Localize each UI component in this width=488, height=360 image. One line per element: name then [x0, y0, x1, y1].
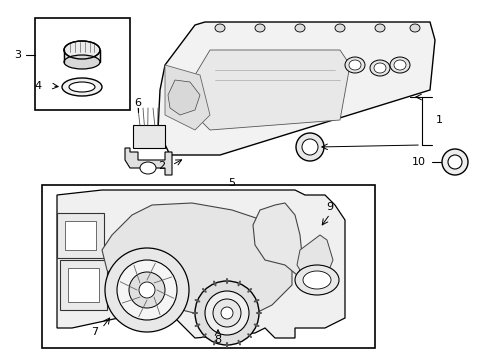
Ellipse shape	[105, 248, 189, 332]
Polygon shape	[60, 260, 107, 310]
Ellipse shape	[129, 272, 164, 308]
Ellipse shape	[69, 82, 95, 92]
Ellipse shape	[140, 162, 156, 174]
Bar	[35, 18, 130, 110]
Ellipse shape	[294, 24, 305, 32]
Polygon shape	[64, 50, 100, 62]
Polygon shape	[57, 213, 104, 258]
Ellipse shape	[204, 291, 248, 335]
Ellipse shape	[64, 41, 100, 59]
Ellipse shape	[334, 24, 345, 32]
Ellipse shape	[117, 260, 177, 320]
Polygon shape	[57, 190, 345, 338]
Polygon shape	[125, 148, 172, 175]
Ellipse shape	[374, 24, 384, 32]
Ellipse shape	[295, 133, 324, 161]
Text: 5: 5	[228, 178, 235, 188]
Ellipse shape	[348, 60, 360, 70]
Text: 7: 7	[91, 327, 99, 337]
Ellipse shape	[221, 307, 232, 319]
Bar	[42, 185, 374, 348]
Ellipse shape	[369, 60, 389, 76]
Ellipse shape	[409, 24, 419, 32]
Text: 3: 3	[15, 50, 21, 60]
Polygon shape	[296, 235, 332, 285]
Text: 2: 2	[158, 161, 164, 171]
Text: 9: 9	[326, 202, 333, 212]
Ellipse shape	[294, 265, 338, 295]
Ellipse shape	[254, 24, 264, 32]
Text: 8: 8	[214, 335, 221, 345]
Ellipse shape	[213, 299, 241, 327]
Ellipse shape	[195, 281, 259, 345]
Polygon shape	[252, 203, 303, 275]
Polygon shape	[158, 22, 434, 155]
Text: 1: 1	[435, 115, 442, 125]
Polygon shape	[102, 203, 291, 320]
Ellipse shape	[303, 271, 330, 289]
Text: 6: 6	[134, 98, 141, 108]
Ellipse shape	[215, 24, 224, 32]
Ellipse shape	[441, 149, 467, 175]
Bar	[133, 125, 164, 148]
Ellipse shape	[64, 55, 100, 69]
Ellipse shape	[62, 78, 102, 96]
Text: 10: 10	[411, 157, 425, 167]
Polygon shape	[65, 221, 96, 250]
Ellipse shape	[373, 63, 385, 73]
Ellipse shape	[393, 60, 405, 70]
Ellipse shape	[302, 139, 317, 155]
Ellipse shape	[345, 57, 364, 73]
Polygon shape	[68, 268, 99, 302]
Polygon shape	[195, 50, 349, 130]
Text: 4: 4	[34, 81, 41, 91]
Ellipse shape	[389, 57, 409, 73]
Polygon shape	[168, 80, 200, 115]
Ellipse shape	[447, 155, 461, 169]
Ellipse shape	[139, 282, 155, 298]
Polygon shape	[164, 65, 209, 130]
